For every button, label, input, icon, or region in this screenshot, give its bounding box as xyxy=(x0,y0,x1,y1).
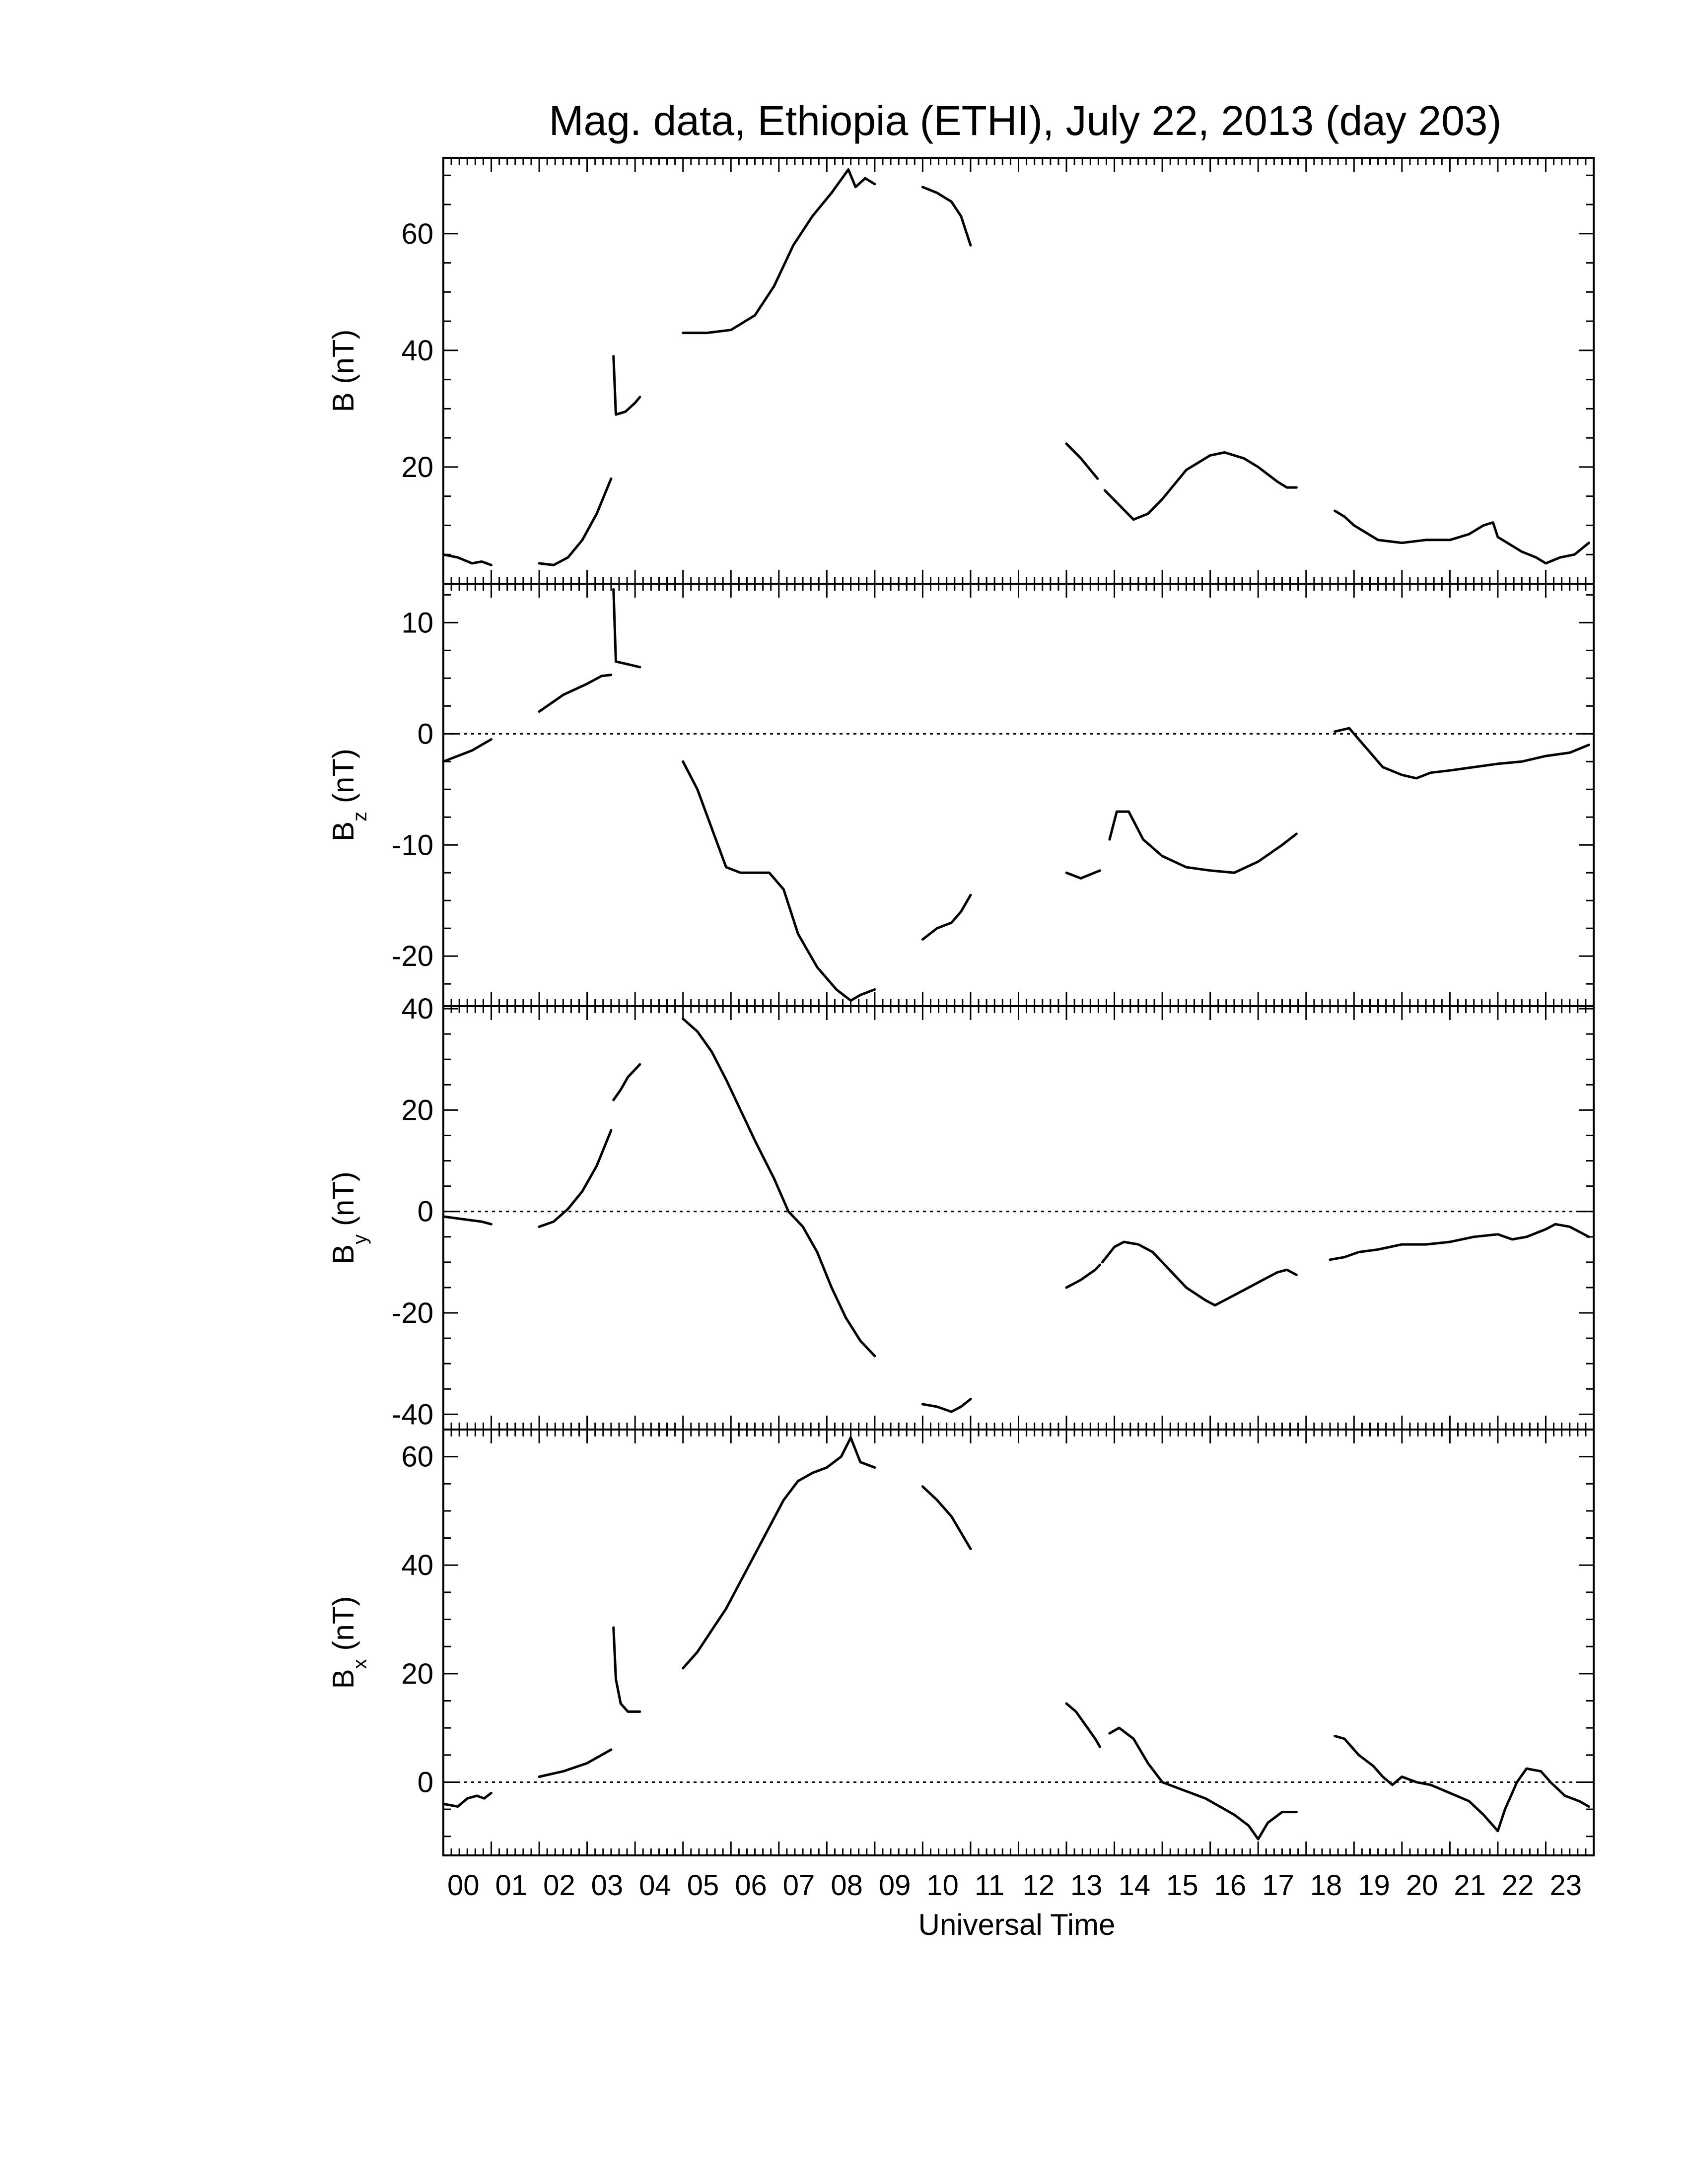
panel-b: 20 40 60 B (nT) xyxy=(327,157,1595,585)
data-series-bx-segment xyxy=(538,1748,613,1778)
data-series-by-segment xyxy=(1065,1263,1102,1289)
y-axis-label-unit: (nT) xyxy=(327,1596,360,1659)
data-series-b-segment xyxy=(1065,442,1099,480)
x-tick-label: 17 xyxy=(1262,1869,1294,1902)
panel-frame xyxy=(442,1005,1595,1431)
y-axis-label-base: B xyxy=(327,1669,360,1689)
data-series-bx-segment xyxy=(1108,1726,1298,1841)
x-tick-label: 04 xyxy=(639,1869,671,1902)
y-tick-label: 0 xyxy=(418,1766,433,1798)
data-series-bz-segment xyxy=(682,760,876,1002)
y-tick-label: 0 xyxy=(418,1196,433,1228)
y-tick-label: 20 xyxy=(401,1658,433,1690)
data-series-bx-segment xyxy=(1065,1702,1102,1748)
x-tick-label: 12 xyxy=(1023,1869,1055,1902)
data-series-by-segment xyxy=(682,1018,876,1358)
y-tick-label: 40 xyxy=(401,335,433,367)
x-tick-label: 21 xyxy=(1454,1869,1486,1902)
panels-group: 20 40 60 B (nT) -20 -10 0 10 Bz (nT) -40 -20 0 20 40 B… xyxy=(327,157,1595,1856)
data-series-by-segment xyxy=(1329,1223,1590,1261)
x-tick-label: 02 xyxy=(543,1869,575,1902)
y-tick-label: -40 xyxy=(392,1398,433,1431)
data-series-b-segment xyxy=(538,477,613,566)
data-series-bx-segment xyxy=(921,1485,972,1550)
panel-bx: 0 20 40 60 Bx (nT) xyxy=(327,1429,1595,1856)
y-axis-label: By (nT) xyxy=(327,1171,371,1264)
data-series-bx-segment xyxy=(612,1626,641,1713)
y-tick-label: -20 xyxy=(392,1297,433,1329)
x-tick-label: 03 xyxy=(591,1869,624,1902)
panel-frame xyxy=(442,157,1595,585)
x-tick-label: 09 xyxy=(879,1869,911,1902)
x-tick-label: 22 xyxy=(1502,1869,1534,1902)
x-tick-label: 13 xyxy=(1070,1869,1103,1902)
y-axis-label-base: B xyxy=(327,1244,360,1264)
x-tick-label: 07 xyxy=(783,1869,815,1902)
y-tick-label: -20 xyxy=(392,940,433,972)
data-series-b-segment xyxy=(921,186,972,247)
x-tick-label: 05 xyxy=(687,1869,719,1902)
data-series-bz-segment xyxy=(1334,727,1590,780)
y-tick-label: -10 xyxy=(392,829,433,861)
data-series-bz-segment xyxy=(442,738,492,763)
x-tick-label: 08 xyxy=(831,1869,863,1902)
data-series-b-segment xyxy=(1334,509,1590,565)
y-tick-label: 10 xyxy=(401,607,433,639)
y-axis-label: Bz (nT) xyxy=(327,749,371,841)
data-series-by-segment xyxy=(1101,1240,1298,1307)
data-series-b-segment xyxy=(442,553,492,566)
y-axis-label-base: B xyxy=(327,821,360,841)
y-tick-label: 20 xyxy=(401,1094,433,1126)
data-series-by-segment xyxy=(921,1398,972,1413)
chart-title: Mag. data, Ethiopia (ETHI), July 22, 201… xyxy=(549,97,1502,144)
x-tick-label: 11 xyxy=(975,1869,1004,1902)
data-series-b-segment xyxy=(682,168,876,335)
x-tick-label: 15 xyxy=(1166,1869,1198,1902)
x-tick-label: 01 xyxy=(495,1869,528,1902)
x-axis-label: Universal Time xyxy=(918,1908,1116,1941)
x-tick-label: 10 xyxy=(926,1869,959,1902)
x-tick-label: 18 xyxy=(1310,1869,1342,1902)
data-series-by-segment xyxy=(612,1063,641,1101)
data-series-bz-segment xyxy=(538,674,613,713)
x-tick-labels: 00 01 02 03 04 05 06 07 08 09 10 11 12 13 14 15 16 17 18 19… xyxy=(447,1869,1582,1902)
data-series-bz-segment xyxy=(1108,810,1298,874)
x-tick-label: 14 xyxy=(1119,1869,1151,1902)
data-series-bx-segment xyxy=(1334,1735,1590,1833)
y-tick-label: 0 xyxy=(418,718,433,750)
y-tick-label: 40 xyxy=(401,993,433,1025)
y-axis-label-subscript: z xyxy=(349,812,371,821)
y-axis-label: Bx (nT) xyxy=(327,1596,371,1689)
data-series-by-segment xyxy=(538,1129,613,1228)
x-tick-label: 06 xyxy=(735,1869,767,1902)
y-axis-label-subscript: y xyxy=(349,1234,371,1244)
data-series-bz-segment xyxy=(1065,869,1102,880)
panel-bz: -20 -10 0 10 Bz (nT) xyxy=(327,583,1595,1007)
x-tick-label: 20 xyxy=(1406,1869,1438,1902)
data-series-bx-segment xyxy=(442,1791,492,1808)
x-tick-label: 23 xyxy=(1549,1869,1582,1902)
y-axis-label-unit: (nT) xyxy=(327,749,360,812)
data-series-bz-segment xyxy=(921,893,972,941)
y-axis-label-subscript: x xyxy=(349,1659,371,1669)
panel-frame xyxy=(442,1429,1595,1856)
y-tick-label: 40 xyxy=(401,1549,433,1581)
data-series-bz-segment xyxy=(612,588,641,669)
panel-by: -40 -20 0 20 40 By (nT) xyxy=(327,993,1595,1431)
y-tick-label: 20 xyxy=(401,451,433,483)
y-axis-label-unit: (nT) xyxy=(327,1171,360,1234)
x-tick-label: 00 xyxy=(447,1869,480,1902)
data-series-bx-segment xyxy=(682,1436,876,1670)
x-tick-label: 16 xyxy=(1214,1869,1247,1902)
data-series-b-segment xyxy=(1103,451,1298,521)
y-axis-label: B (nT) xyxy=(327,330,360,412)
data-series-by-segment xyxy=(442,1215,492,1226)
y-tick-label: 60 xyxy=(401,218,433,250)
x-tick-label: 19 xyxy=(1358,1869,1390,1902)
y-tick-label: 60 xyxy=(401,1441,433,1473)
data-series-b-segment xyxy=(612,355,641,416)
